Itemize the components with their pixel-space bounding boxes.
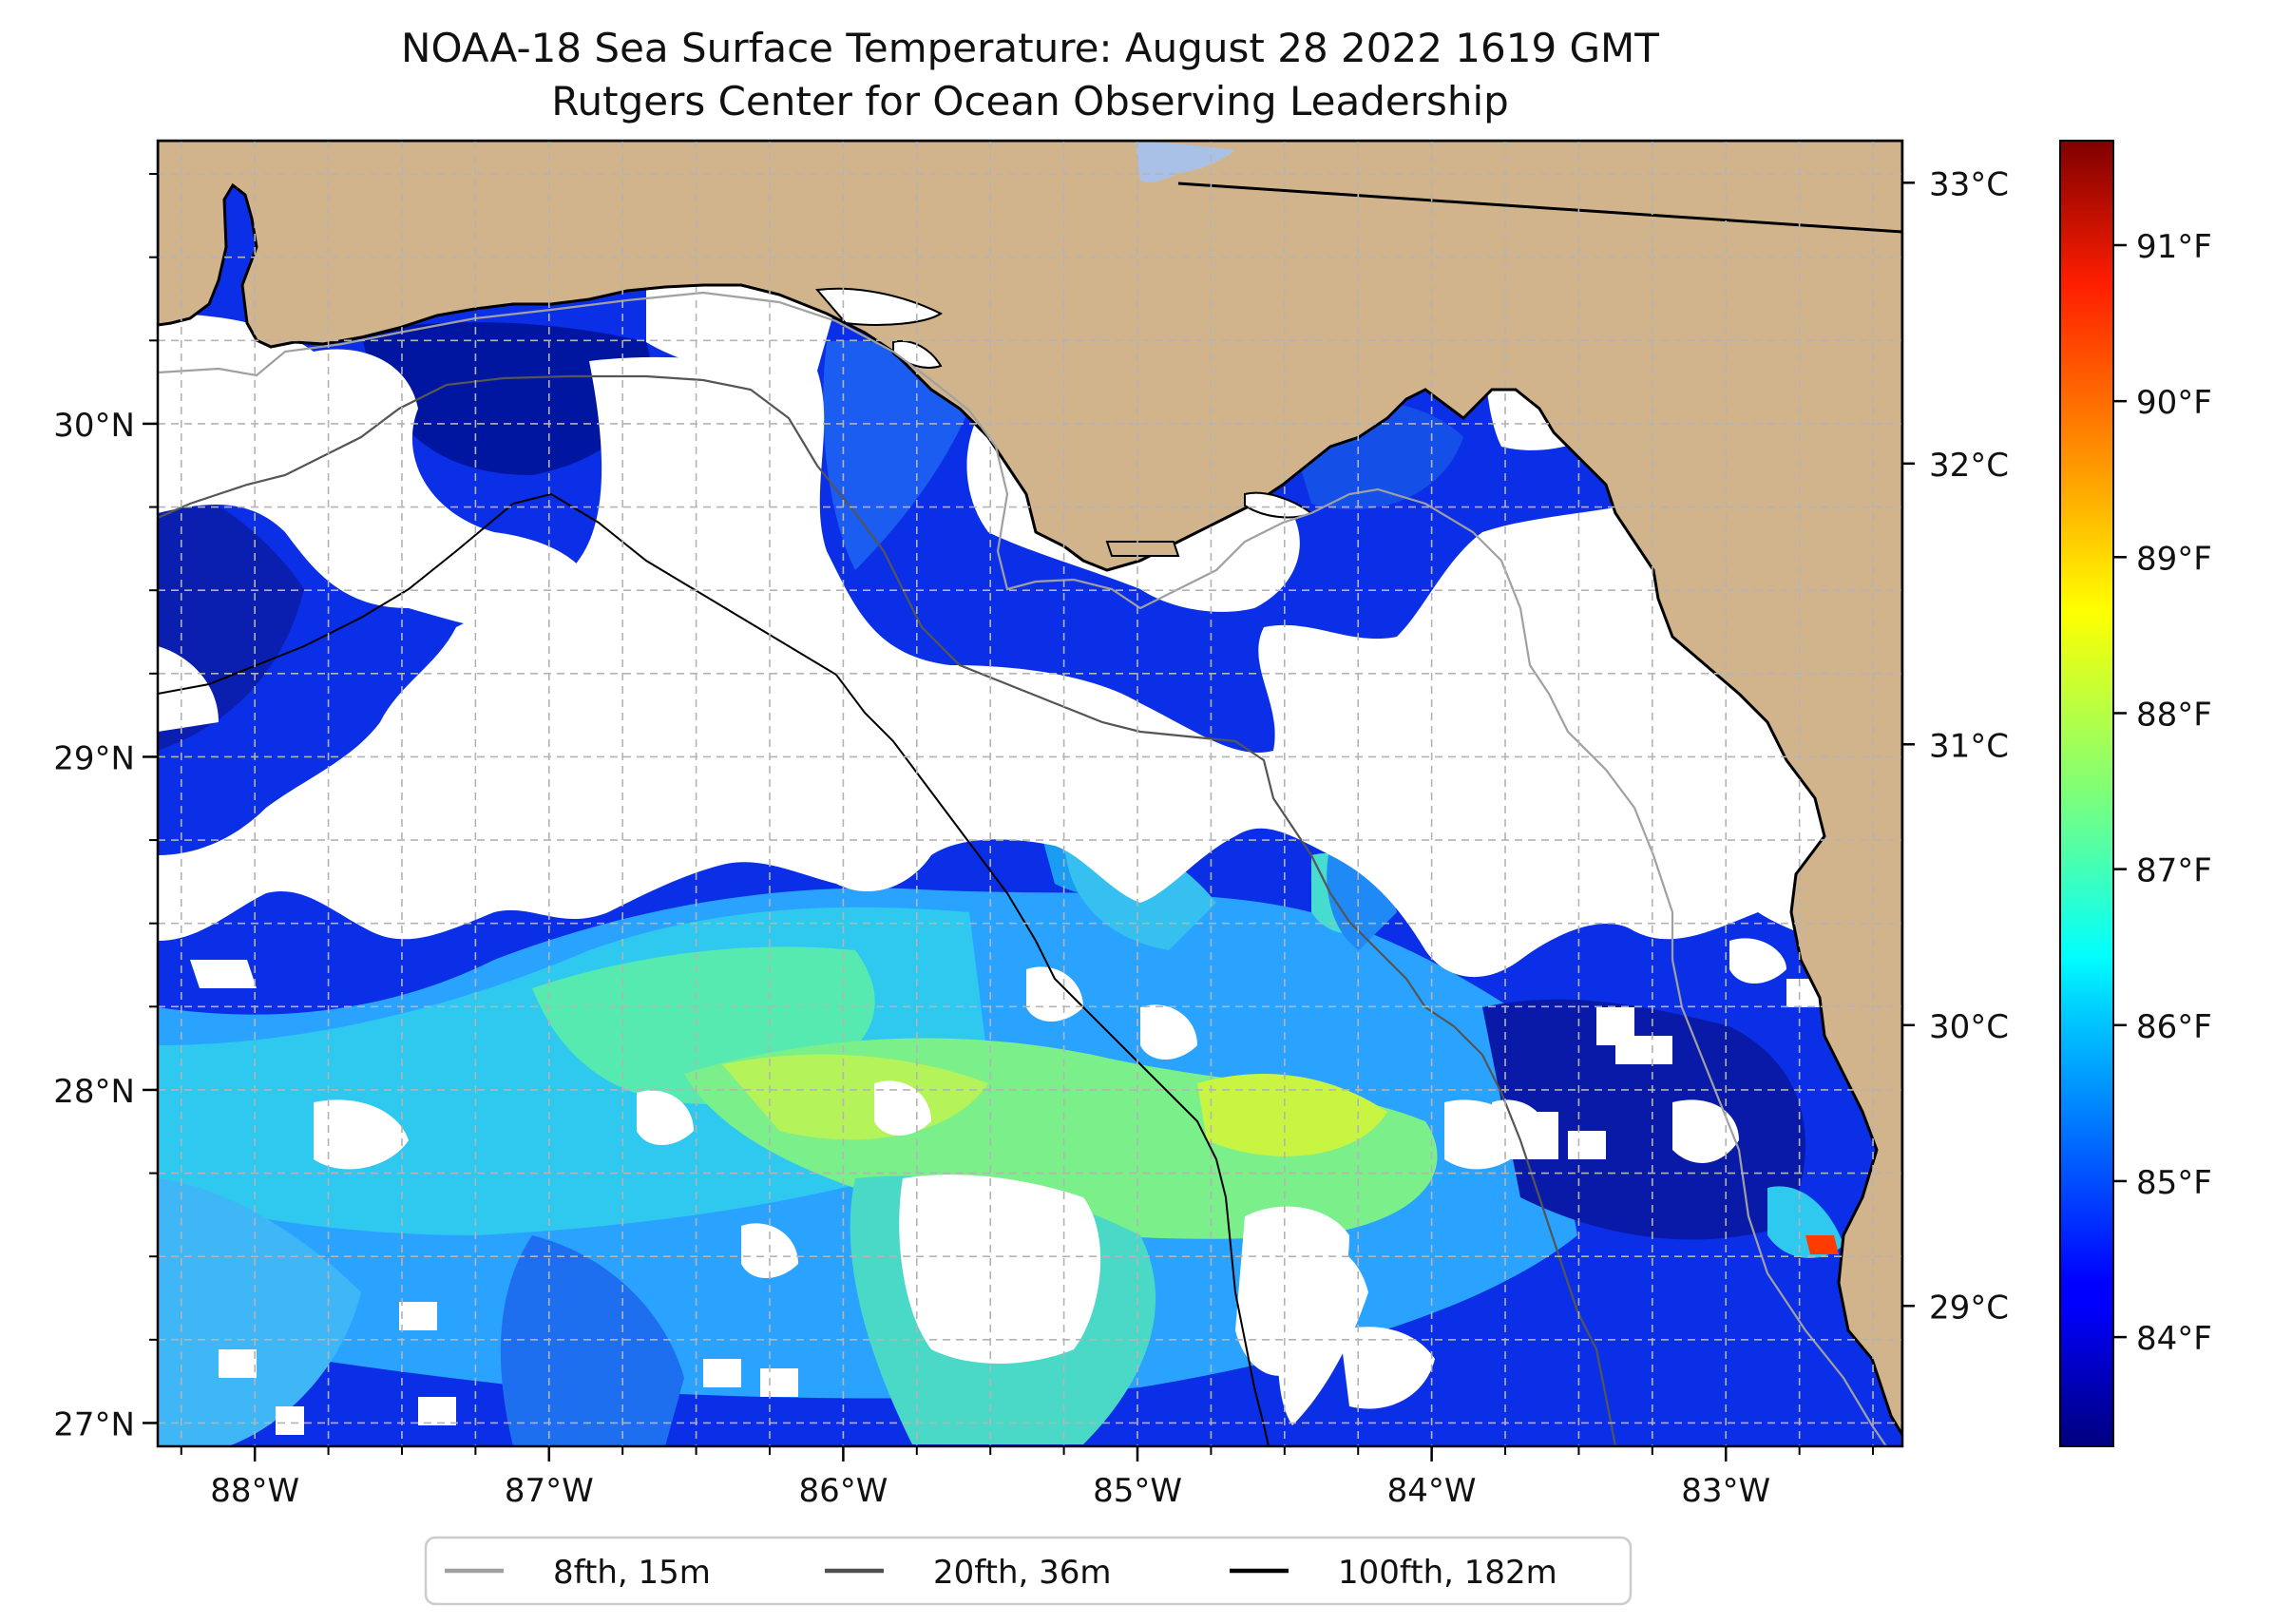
fahrenheit-tick-label: 89°F <box>2136 540 2212 578</box>
lat-tick-label: 29°N <box>53 739 135 777</box>
colorbar-frame <box>2059 140 2114 1447</box>
fahrenheit-tick-label: 84°F <box>2136 1320 2212 1358</box>
lon-tick-label: 87°W <box>505 1472 594 1510</box>
fahrenheit-tick-label: 86°F <box>2136 1008 2212 1046</box>
contour-100fth <box>158 492 1270 1446</box>
legend-label: 8fth, 15m <box>553 1554 711 1592</box>
lat-axis: 30°N 29°N 28°N 27°N <box>53 173 158 1443</box>
colorbar-celsius-axis: 33°C 32°C 31°C 30°C 29°C <box>1902 165 2009 1327</box>
celsius-tick-label: 32°C <box>1929 447 2009 485</box>
fahrenheit-tick-label: 85°F <box>2136 1164 2212 1202</box>
colorbar-gradient <box>2060 141 2113 1446</box>
colorbar: 33°C 32°C 31°C 30°C 29°C 91°F 90°F 89°F 88°F 87°… <box>1902 140 2212 1447</box>
figure-subtitle: Rutgers Center for Ocean Observing Leade… <box>551 78 1509 124</box>
fahrenheit-tick-label: 88°F <box>2136 696 2212 734</box>
lat-tick-label: 28°N <box>53 1073 135 1111</box>
bathymetry-contours <box>158 182 1902 1446</box>
legend: 8fth, 15m 20fth, 36m 100fth, 182m <box>424 1536 1633 1606</box>
border-line <box>1177 182 1902 234</box>
contour-8fth <box>158 291 1887 1446</box>
fahrenheit-tick-label: 91°F <box>2136 228 2212 266</box>
lat-tick-label: 27°N <box>53 1405 135 1443</box>
legend-label: 100fth, 182m <box>1338 1554 1557 1592</box>
figure-title: NOAA-18 Sea Surface Temperature: August … <box>401 25 1659 71</box>
land <box>158 141 1902 1438</box>
lat-tick-label: 30°N <box>53 407 135 445</box>
lon-tick-label: 88°W <box>210 1472 299 1510</box>
lon-axis: 88°W 87°W 86°W 85°W 84°W 83°W <box>180 1446 1875 1510</box>
legend-label: 20fth, 36m <box>933 1554 1112 1592</box>
sst-regions <box>158 322 1843 1446</box>
celsius-tick-label: 33°C <box>1929 165 2009 203</box>
contour-20fth <box>158 374 1617 1446</box>
map-panel <box>158 141 1902 1446</box>
legend-box <box>424 1536 1633 1606</box>
lon-tick-label: 85°W <box>1093 1472 1182 1510</box>
lon-tick-label: 86°W <box>798 1472 888 1510</box>
map-frame <box>156 139 1904 1448</box>
fahrenheit-tick-label: 87°F <box>2136 852 2212 890</box>
colorbar-fahrenheit-axis: 91°F 90°F 89°F 88°F 87°F 86°F 85°F 84°F <box>2113 228 2212 1358</box>
celsius-tick-label: 30°C <box>1929 1008 2009 1046</box>
celsius-tick-label: 29°C <box>1929 1289 2009 1327</box>
fahrenheit-tick-label: 90°F <box>2136 384 2212 422</box>
celsius-tick-label: 31°C <box>1929 727 2009 765</box>
lon-tick-label: 83°W <box>1681 1472 1770 1510</box>
gridlines <box>158 141 1902 1446</box>
lon-tick-label: 84°W <box>1387 1472 1477 1510</box>
